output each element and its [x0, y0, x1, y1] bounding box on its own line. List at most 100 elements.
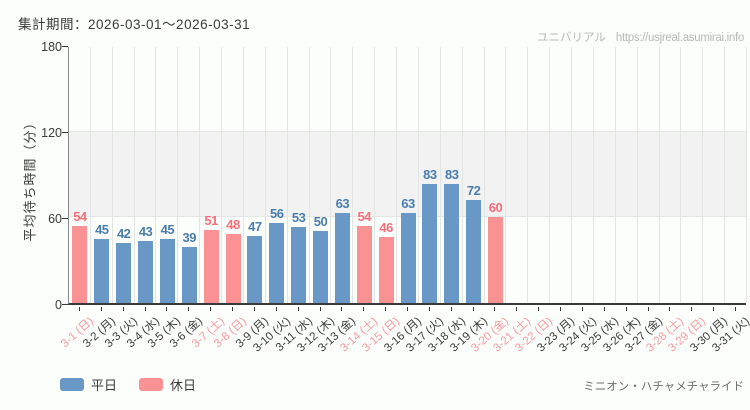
y-tick-mark [62, 46, 68, 47]
bar-3-8[interactable] [225, 234, 241, 303]
legend: 平日 休日 [60, 375, 196, 394]
gridline [702, 47, 704, 303]
bar-3-11[interactable] [291, 227, 307, 303]
attraction-name: ミニオン・ハチャメチャライド [583, 381, 744, 393]
x-tick-mark [494, 307, 496, 311]
gridline [133, 47, 135, 303]
gridline [89, 47, 91, 303]
y-tick-mark [62, 132, 68, 133]
x-tick-mark [166, 307, 168, 311]
bar-3-7[interactable] [203, 229, 219, 303]
x-tick-mark [603, 307, 605, 311]
bar-value-label: 60 [488, 200, 503, 215]
gridline [614, 47, 616, 303]
plot-area: 54 45 42 43 45 39 51 48 47 56 53 50 63 54 46 63 83 83 72 60 [68, 47, 747, 305]
legend-item-weekday[interactable]: 平日 [60, 375, 117, 394]
x-tick-mark [560, 307, 562, 311]
x-tick-mark [341, 307, 343, 311]
y-tick-label: 120 [41, 126, 62, 140]
bar-value-label: 45 [95, 221, 109, 237]
bar-value-label: 63 [335, 195, 350, 211]
gridline [680, 47, 682, 303]
x-tick-mark [275, 307, 277, 311]
y-tick-mark [62, 304, 68, 305]
x-tick-mark [319, 307, 321, 311]
legend-swatch-weekday [60, 378, 84, 391]
shaded-band-60-120 [69, 131, 746, 217]
watermark-brand: ユニバリアル [537, 32, 606, 44]
bar-3-19[interactable] [466, 199, 482, 303]
bar-3-12[interactable] [313, 231, 329, 303]
gridline [527, 47, 529, 303]
bar-3-18[interactable] [444, 184, 460, 303]
bar-3-10[interactable] [269, 222, 285, 303]
gridline [308, 47, 310, 303]
bar-3-15[interactable] [378, 237, 394, 303]
gridline [330, 47, 332, 303]
gridline [724, 47, 726, 303]
x-tick-mark [691, 307, 693, 311]
legend-item-holiday[interactable]: 休日 [139, 375, 196, 394]
bar-3-3[interactable] [116, 242, 132, 303]
bar-3-9[interactable] [247, 235, 263, 303]
bar-3-13[interactable] [334, 212, 350, 303]
bar-value-label: 63 [401, 195, 415, 211]
gridline [352, 47, 354, 303]
bar-value-label: 72 [466, 182, 481, 198]
gridline [417, 47, 419, 303]
bar-3-17[interactable] [422, 184, 438, 303]
gridline [286, 47, 288, 303]
bar-3-2[interactable] [94, 238, 110, 303]
aggregation-period-title: 集計期間：2026-03-01〜2026-03-31 [18, 17, 251, 32]
x-tick-mark [122, 307, 124, 311]
bar-value-label: 47 [248, 218, 262, 234]
x-tick-mark [713, 307, 715, 311]
x-tick-mark [407, 307, 408, 311]
watermark-url-link[interactable]: https://usjreal.asumirai.info [615, 32, 744, 44]
y-tick-label: 180 [41, 40, 62, 54]
bar-value-label: 39 [182, 230, 197, 246]
gridline [483, 47, 485, 303]
gridline [592, 47, 594, 303]
x-tick-mark [669, 307, 671, 311]
gridline [505, 47, 507, 303]
gridline [571, 47, 573, 303]
gridline [264, 47, 266, 303]
bar-3-1[interactable] [72, 225, 88, 303]
x-tick-mark [210, 307, 212, 311]
x-tick-mark [144, 307, 146, 311]
bar-3-5[interactable] [159, 238, 175, 303]
bar-value-label: 48 [226, 217, 240, 233]
gridline [374, 47, 376, 303]
bar-3-6[interactable] [181, 247, 197, 303]
bar-value-label: 43 [138, 224, 153, 240]
gridline [199, 47, 201, 303]
x-tick-mark [538, 307, 540, 311]
x-tick-mark [581, 307, 583, 311]
gridline [221, 47, 223, 303]
legend-label: 平日 [91, 378, 118, 393]
legend-label: 休日 [170, 378, 197, 393]
gridline [111, 47, 113, 303]
x-tick-mark [253, 307, 255, 311]
x-tick-mark [363, 307, 365, 311]
gridline [242, 47, 244, 303]
bar-value-label: 54 [357, 208, 372, 224]
bar-3-16[interactable] [400, 212, 416, 303]
bar-3-20[interactable] [487, 217, 503, 303]
bar-value-label: 56 [270, 205, 284, 221]
bar-value-label: 54 [73, 208, 87, 224]
x-tick-mark [647, 307, 649, 311]
bar-3-4[interactable] [138, 241, 154, 303]
gridline [155, 47, 157, 303]
gridline [636, 47, 638, 303]
gridline [177, 47, 179, 303]
x-tick-mark [297, 307, 299, 311]
legend-swatch-holiday [139, 378, 164, 391]
bar-value-label: 83 [423, 167, 437, 183]
gridline [461, 47, 463, 303]
gridline [746, 47, 747, 303]
bar-value-label: 83 [445, 167, 459, 183]
x-tick-mark [188, 307, 190, 311]
bar-3-14[interactable] [356, 225, 372, 303]
